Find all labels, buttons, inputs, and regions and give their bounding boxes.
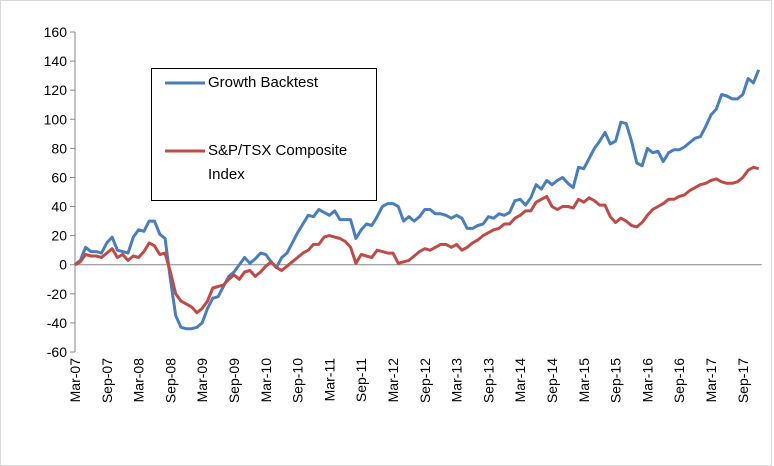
x-tick-label: Mar-10 [258,358,274,403]
x-tick-label: Sep-15 [608,358,624,403]
y-tick-label: 60 [51,169,67,185]
x-tick-label: Mar-12 [385,358,401,403]
x-tick-label: Sep-12 [417,358,433,403]
x-tick-label: Mar-09 [194,358,210,403]
x-tick-label: Sep-11 [353,358,369,402]
y-tick-label: 80 [51,140,67,156]
x-tick-label: Mar-14 [512,358,528,403]
x-tick-label: Sep-13 [480,358,496,403]
x-tick-label: Mar-08 [131,358,147,403]
y-tick-label: 0 [59,257,67,273]
x-tick-label: Mar-11 [321,358,337,402]
x-tick-label: Sep-16 [671,358,687,403]
y-tick-label: 160 [44,24,68,40]
y-tick-label: -40 [47,315,67,331]
x-tick-label: Mar-16 [639,358,655,403]
x-tick-label: Sep-09 [226,358,242,403]
x-tick-label: Mar-17 [703,358,719,403]
y-tick-label: 140 [44,53,68,69]
x-tick-label: Sep-17 [735,358,751,403]
x-tick-label: Mar-15 [576,358,592,403]
series-line [74,165,760,315]
x-tick-label: Mar-07 [67,358,83,403]
y-tick-label: 20 [51,228,67,244]
legend-label: Growth Backtest [208,74,319,91]
y-tick-label: 120 [44,82,68,98]
y-tick-label: 40 [51,199,67,215]
x-tick-label: Sep-08 [162,358,178,403]
x-tick-label: Sep-10 [290,358,306,403]
x-tick-label: Sep-14 [544,358,560,403]
y-tick-label: -20 [47,286,67,302]
legend-label: S&P/TSX Composite Index [208,142,348,183]
x-tick-label: Sep-07 [99,358,115,403]
series-line [74,69,761,331]
y-tick-label: -60 [47,344,67,360]
x-tick-label: Mar-13 [449,358,465,403]
y-tick-label: 100 [44,111,68,127]
legend-box [151,68,377,201]
